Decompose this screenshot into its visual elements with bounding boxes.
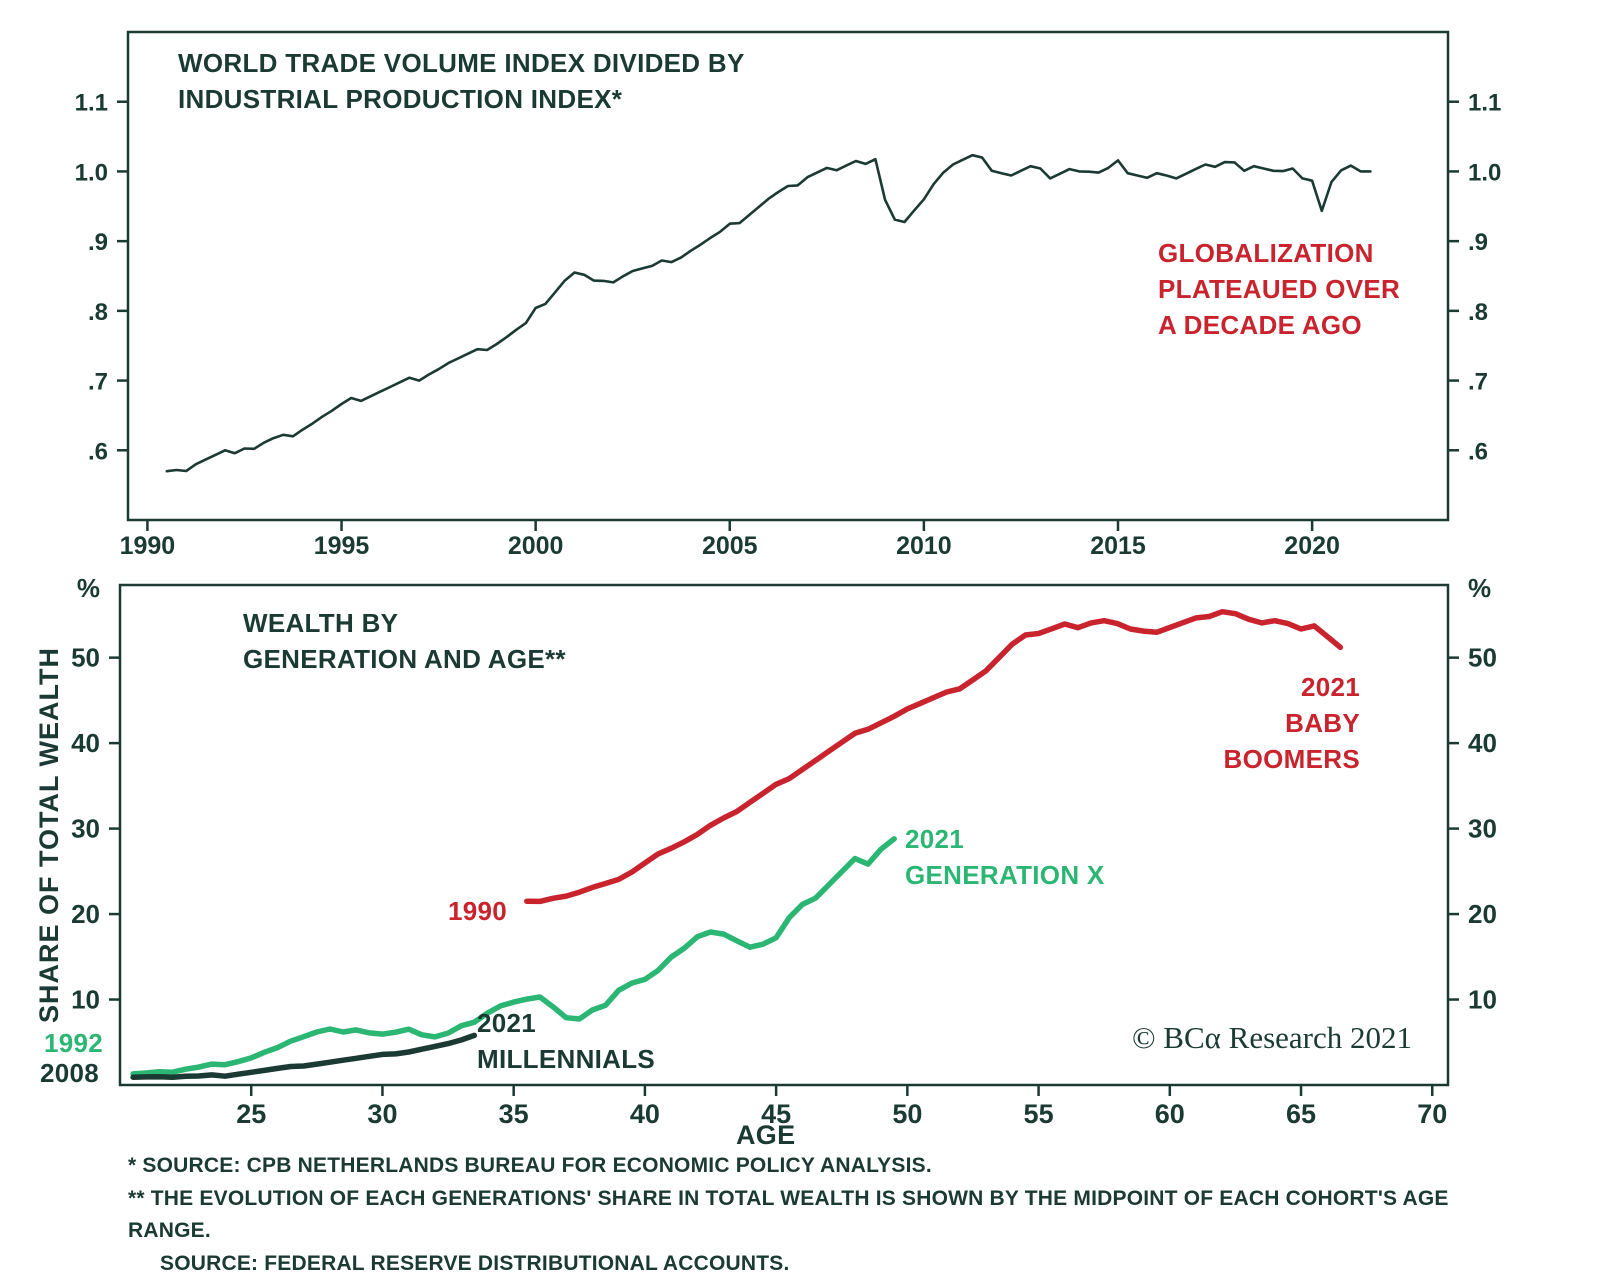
wealth-by-generation-ytick-left: 50 [71, 643, 100, 673]
world-trade-ratio-xtick: 2020 [1284, 532, 1340, 560]
wealth-by-generation-yunit-left: % [77, 573, 100, 603]
world-trade-ratio-chart: .6 .6 .7 .7 .8 .8 .9 .9 1.0 1.0 1.1 1.1 1990 1995 2000… [75, 30, 1501, 560]
wealth-by-generation-xtick: 60 [1155, 1099, 1185, 1129]
genx-end-label: 2021 GENERATION X [905, 824, 1105, 890]
millennials-line [130, 1032, 478, 1081]
genx-start-year-label: 1992 [44, 1028, 104, 1058]
wealth-by-generation-ytick-right: 40 [1468, 728, 1497, 758]
wealth-by-generation-xtick: 55 [1024, 1099, 1054, 1129]
world-trade-ratio-xtick: 1990 [120, 532, 176, 560]
wealth-by-generation-ytick-right: 20 [1468, 899, 1497, 929]
world-trade-ratio-ytick-right: 1.0 [1468, 159, 1501, 186]
wealth-by-generation-xtick: 35 [499, 1099, 529, 1129]
wealth-by-generation-xtick: 30 [367, 1099, 397, 1129]
trade-chart-title: WORLD TRADE VOLUME INDEX DIVIDED BY INDU… [178, 48, 745, 114]
world-trade-ratio-xtick: 2015 [1090, 532, 1146, 560]
footnote-source-1: * SOURCE: CPB NETHERLANDS BUREAU FOR ECO… [128, 1154, 932, 1177]
world-trade-ratio-xtick: 2010 [896, 532, 952, 560]
millennials-start-year-label: 2008 [40, 1058, 100, 1088]
world-trade-ratio-xtick: 2000 [508, 532, 564, 560]
trade-ip-ratio-line [165, 153, 1372, 473]
world-trade-ratio-ytick-right: 1.1 [1468, 90, 1501, 117]
bca-research-watermark: © BCα Research 2021 [1132, 1020, 1412, 1055]
baby-boomers-line [524, 608, 1344, 905]
wealth-by-generation-ytick-right: 30 [1468, 814, 1497, 844]
globalization-annotation: GLOBALIZATION PLATEAUED OVER A DECADE AG… [1158, 238, 1401, 340]
wealth-by-generation-ytick-right: 10 [1468, 985, 1497, 1015]
wealth-by-generation-xtick: 70 [1417, 1099, 1447, 1129]
wealth-by-generation-chart: 10 10 20 20 30 30 40 40 50 50 25 30 35 40 45 50 55 60 65 70… [71, 573, 1497, 1129]
wealth-by-generation-xtick: 40 [630, 1099, 660, 1129]
world-trade-ratio-ytick-right: .9 [1468, 229, 1488, 256]
world-trade-ratio-xtick: 1995 [314, 532, 370, 560]
footnote-source-2: SOURCE: FEDERAL RESERVE DISTRIBUTIONAL A… [160, 1251, 790, 1275]
footnote-methodology: ** THE EVOLUTION OF EACH GENERATIONS' SH… [128, 1186, 1449, 1243]
boomers-end-label: 2021 BABY BOOMERS [1223, 672, 1360, 774]
wealth-by-generation-frame [118, 583, 1450, 1087]
world-trade-ratio-ytick-right: .8 [1468, 299, 1488, 326]
wealth-by-generation-xtick: 50 [892, 1099, 922, 1129]
boomers-start-year-label: 1990 [448, 896, 508, 926]
wealth-y-axis-label: SHARE OF TOTAL WEALTH [34, 647, 64, 1023]
wealth-x-axis-label: AGE [736, 1120, 796, 1150]
wealth-by-generation-yunit-right: % [1468, 573, 1491, 603]
wealth-by-generation-xtick: 25 [236, 1099, 266, 1129]
wealth-by-generation-ytick-left: 30 [71, 814, 100, 844]
world-trade-ratio-ytick-left: 1.0 [75, 159, 108, 186]
world-trade-ratio-ytick-right: .7 [1468, 369, 1488, 396]
wealth-by-generation-ytick-left: 10 [71, 985, 100, 1015]
millennials-end-label: 2021 MILLENNIALS [477, 1008, 656, 1074]
wealth-by-generation-ytick-right: 50 [1468, 643, 1497, 673]
wealth-by-generation-xtick: 45 [761, 1099, 791, 1129]
world-trade-ratio-ytick-left: .8 [88, 299, 108, 326]
generation-x-line [130, 836, 897, 1077]
world-trade-ratio-frame [126, 30, 1450, 522]
wealth-chart-title: WEALTH BY GENERATION AND AGE** [243, 608, 566, 674]
world-trade-ratio-xtick: 2005 [702, 532, 758, 560]
wealth-by-generation-ytick-left: 40 [71, 728, 100, 758]
wealth-by-generation-ytick-left: 20 [71, 899, 100, 929]
world-trade-ratio-ytick-left: .9 [88, 229, 108, 256]
world-trade-ratio-ytick-right: .6 [1468, 438, 1488, 465]
wealth-by-generation-xtick: 65 [1286, 1099, 1316, 1129]
footnotes: * SOURCE: CPB NETHERLANDS BUREAU FOR ECO… [128, 1150, 1528, 1280]
world-trade-ratio-ytick-left: 1.1 [75, 90, 108, 117]
world-trade-ratio-ytick-left: .7 [88, 369, 108, 396]
world-trade-ratio-ytick-left: .6 [88, 438, 108, 465]
